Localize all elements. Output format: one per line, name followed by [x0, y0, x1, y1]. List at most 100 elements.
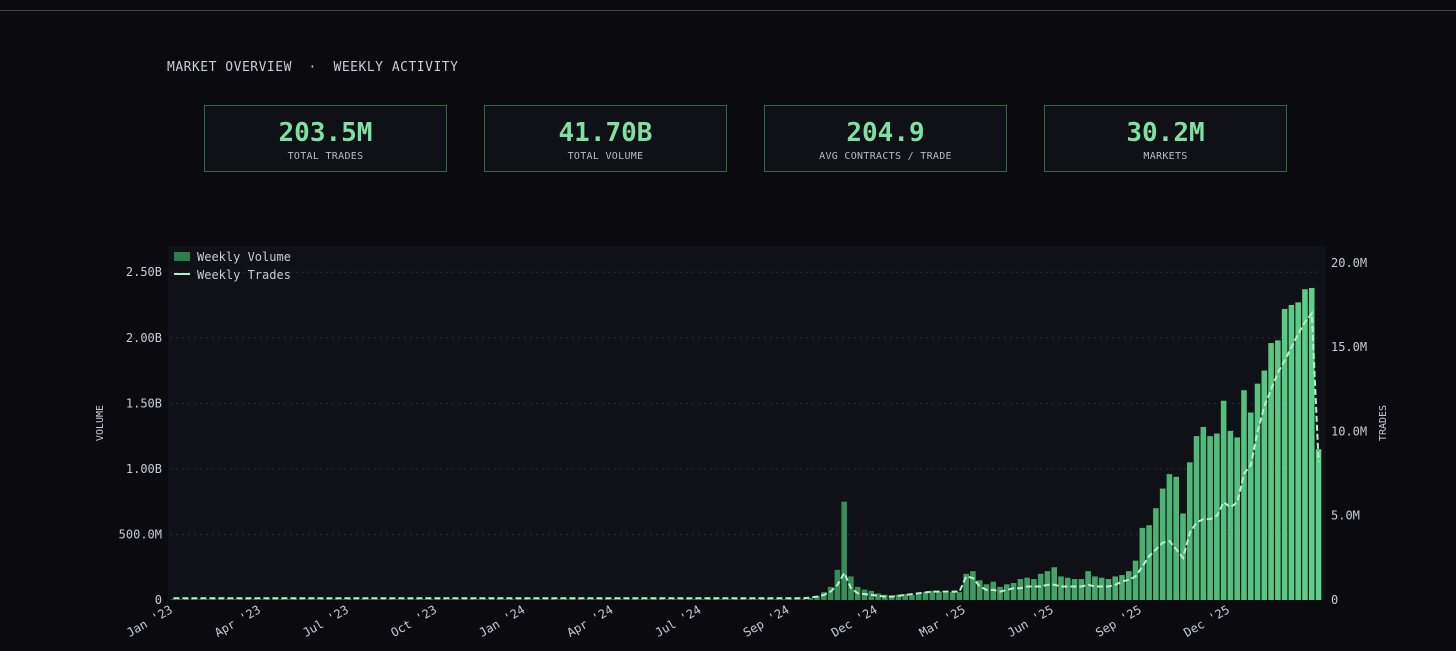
volume-bar — [997, 586, 1003, 600]
volume-bar — [448, 599, 454, 600]
volume-bar — [1227, 430, 1234, 600]
volume-bar — [766, 599, 773, 600]
volume-bar — [1295, 302, 1301, 600]
volume-bar — [272, 599, 278, 600]
volume-bar — [373, 599, 380, 600]
volume-bar — [773, 599, 780, 600]
volume-bar — [719, 599, 725, 600]
stat-label-avg-contracts: AVG CONTRACTS / TRADE — [819, 151, 952, 162]
volume-bar — [638, 599, 644, 600]
volume-bar — [1234, 437, 1240, 600]
volume-bar — [556, 599, 563, 600]
volume-bar — [543, 599, 549, 600]
volume-bar — [943, 592, 949, 600]
volume-bar — [170, 599, 177, 600]
volume-bar — [251, 599, 258, 600]
x-tick-label: Apr '23 — [212, 602, 263, 639]
x-tick-label: Jun '25 — [1005, 602, 1056, 639]
volume-bar — [1247, 412, 1254, 600]
volume-bar — [245, 599, 251, 600]
y-tick-label: 500.0M — [119, 527, 162, 541]
volume-bar — [821, 592, 827, 600]
volume-bar — [800, 599, 807, 600]
volume-bar — [610, 599, 617, 600]
y2-axis-label: TRADES — [1378, 405, 1389, 441]
volume-bar — [1193, 436, 1200, 600]
volume-bar — [231, 599, 238, 600]
volume-bar — [827, 586, 834, 600]
volume-bar — [949, 592, 956, 600]
volume-bar — [1098, 577, 1105, 600]
volume-bar — [1004, 584, 1010, 600]
volume-bar — [753, 599, 759, 600]
stat-label-total-trades: TOTAL TRADES — [287, 151, 364, 162]
x-tick-label: Apr '24 — [565, 602, 616, 639]
volume-bar — [841, 501, 847, 600]
volume-bar — [346, 599, 353, 600]
stat-value-total-trades: 203.5M — [278, 118, 373, 148]
volume-bar — [685, 599, 692, 600]
volume-bar — [1153, 508, 1159, 600]
volume-bar — [1119, 575, 1125, 600]
volume-bar — [970, 571, 976, 600]
volume-bar — [692, 599, 698, 600]
volume-bar — [922, 592, 929, 600]
volume-bar — [1031, 579, 1037, 600]
volume-bar — [726, 599, 732, 600]
volume-bar — [712, 599, 719, 600]
volume-bar — [875, 593, 881, 600]
stat-label-total-volume: TOTAL VOLUME — [567, 151, 644, 162]
volume-bar — [1017, 579, 1024, 600]
volume-bar — [665, 599, 671, 600]
volume-bar — [624, 599, 631, 600]
stat-value-markets: 30.2M — [1126, 118, 1205, 148]
volume-bar — [780, 599, 786, 600]
volume-bar — [1241, 390, 1247, 600]
volume-bar — [1200, 426, 1207, 600]
volume-bar — [536, 599, 543, 600]
volume-bar — [1146, 525, 1152, 600]
volume-bar — [387, 599, 393, 600]
volume-bar — [1275, 340, 1281, 600]
volume-bar — [482, 599, 488, 600]
y-tick-label: 1.00B — [126, 462, 162, 476]
volume-bar — [1308, 287, 1315, 600]
volume-bar — [597, 599, 603, 600]
volume-bar — [495, 599, 502, 600]
volume-bar — [699, 599, 705, 600]
volume-bar — [190, 599, 197, 600]
volume-bar — [326, 599, 332, 600]
volume-bar — [516, 599, 522, 600]
x-tick-label: Sep '25 — [1093, 602, 1144, 639]
legend-label-volume: Weekly Volume — [197, 250, 291, 264]
y2-tick-label: 10.0M — [1331, 424, 1367, 438]
volume-bar — [1051, 567, 1058, 600]
volume-bar — [380, 599, 387, 600]
y-tick-label: 2.00B — [126, 331, 162, 345]
trades-line — [173, 310, 1320, 600]
volume-bar — [902, 594, 908, 600]
volume-bar — [549, 599, 556, 600]
y-tick-label: 2.50B — [126, 265, 162, 279]
volume-bar — [312, 599, 319, 600]
legend: Weekly Volume Weekly Trades — [174, 250, 291, 282]
volume-bar — [414, 599, 421, 600]
page-title: MARKET OVERVIEW · WEEKLY ACTIVITY — [167, 60, 459, 75]
volume-bar — [739, 599, 746, 600]
x-tick-label: Sep '24 — [741, 602, 792, 639]
x-tick-label: Mar '25 — [917, 602, 968, 639]
volume-bar — [760, 599, 766, 600]
volume-bar — [211, 599, 217, 600]
volume-bar — [1288, 305, 1295, 600]
legend-swatch-volume — [174, 252, 190, 261]
y-tick-label: 1.50B — [126, 396, 162, 410]
y-tick-label: 0 — [155, 593, 162, 607]
volume-bar — [814, 596, 820, 600]
volume-bar — [1302, 289, 1308, 600]
volume-bar — [278, 599, 285, 600]
volume-bar — [705, 599, 712, 600]
volume-bar — [407, 599, 414, 600]
x-tick-label: Dec '25 — [1181, 602, 1232, 639]
volume-bar — [956, 592, 963, 600]
y2-tick-label: 5.0M — [1331, 509, 1360, 523]
